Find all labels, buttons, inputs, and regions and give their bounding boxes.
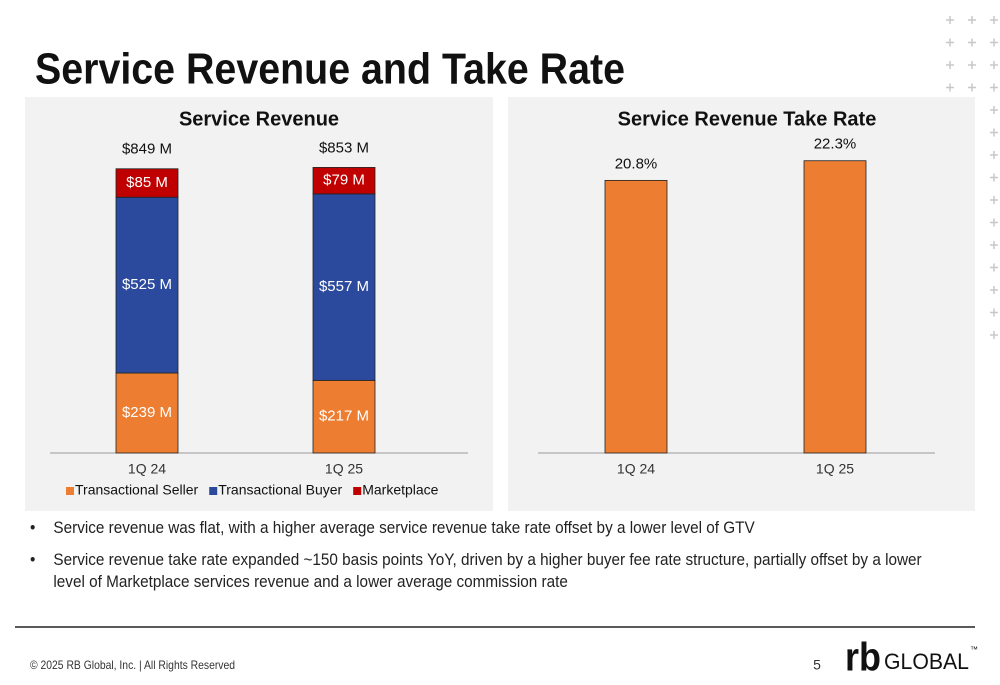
plus-sign [968, 16, 976, 24]
decoration [946, 16, 998, 339]
plus-sign [990, 173, 998, 182]
plus-sign [946, 83, 954, 92]
plus-sign [990, 241, 998, 249]
data-label: 22.3% [814, 136, 857, 153]
slide-title: Service Revenue and Take Rate [35, 45, 625, 94]
plus-sign [990, 218, 998, 227]
plus-sign [968, 38, 976, 47]
data-label: $239 M [122, 404, 172, 421]
plus-sign [946, 61, 954, 69]
page-number: 5 [813, 657, 821, 673]
bar-segment [115, 196, 179, 374]
logo-mark: rb [845, 636, 881, 680]
data-label: $79 M [323, 172, 365, 189]
bar [803, 160, 867, 454]
bar [604, 179, 668, 454]
legend-swatch [209, 487, 218, 495]
x-tick-label: 1Q 25 [816, 461, 854, 477]
chart-title: Service Revenue [179, 108, 339, 130]
plus-sign [968, 61, 976, 69]
plus-sign [990, 128, 998, 137]
plus-sign [990, 308, 998, 317]
chart-panel [508, 97, 975, 511]
x-tick-label: 1Q 25 [325, 461, 363, 477]
x-tick-label: 1Q 24 [128, 461, 166, 477]
logo-tm: ™ [970, 645, 978, 654]
chart-title: Service Revenue Take Rate [618, 108, 877, 130]
plus-sign [990, 286, 998, 294]
data-label: $85 M [126, 174, 168, 191]
bar-segment [115, 372, 179, 454]
bullet: Service revenue was flat, with a higher … [30, 517, 957, 539]
data-label: $525 M [122, 276, 172, 293]
legend-label: Transactional Buyer [218, 482, 342, 498]
total-label: $849 M [122, 141, 172, 158]
plus-sign [990, 151, 998, 159]
plus-sign [990, 38, 998, 47]
data-label: $557 M [319, 278, 369, 295]
bar-segment [312, 193, 376, 381]
legend-label: Marketplace [362, 482, 438, 498]
x-tick-label: 1Q 24 [617, 461, 655, 477]
chart-panel [25, 97, 493, 511]
bar-segment [312, 167, 376, 195]
legend-label: Transactional Seller [75, 482, 199, 498]
bar-segment [312, 379, 376, 454]
data-label: $217 M [319, 408, 369, 425]
footer: © 2025 RB Global, Inc. | All Rights Rese… [30, 658, 235, 672]
plus-sign [990, 331, 998, 339]
plus-sign [990, 106, 998, 114]
total-label: $853 M [319, 139, 369, 156]
bullet-list: Service revenue was flat, with a higher … [30, 517, 957, 603]
plus-sign [990, 16, 998, 24]
plus-sign [990, 83, 998, 92]
logo-name: GLOBAL [884, 649, 969, 674]
plus-sign [990, 196, 998, 204]
bullet: Service revenue take rate expanded ~150 … [30, 549, 957, 593]
plus-sign [946, 38, 954, 47]
plus-sign [946, 16, 954, 24]
plus-sign [990, 263, 998, 272]
data-label: 20.8% [615, 155, 658, 172]
plus-sign [968, 83, 976, 92]
bar-segment [115, 168, 179, 198]
legend-swatch [66, 487, 74, 495]
legend-swatch [353, 487, 362, 495]
plus-sign [990, 61, 998, 69]
